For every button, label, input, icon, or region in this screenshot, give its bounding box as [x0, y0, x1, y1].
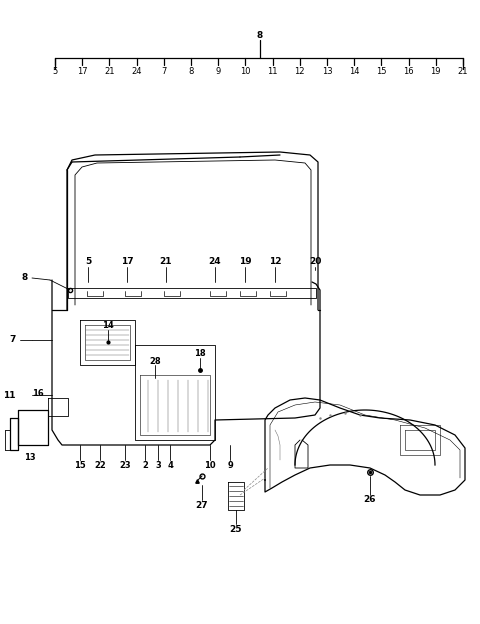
Text: 20: 20	[309, 258, 321, 266]
Text: 23: 23	[119, 462, 131, 470]
Text: 9: 9	[227, 462, 233, 470]
Text: 16: 16	[403, 67, 414, 77]
Text: 21: 21	[104, 67, 115, 77]
Text: 11: 11	[267, 67, 278, 77]
Text: 17: 17	[120, 258, 133, 266]
Text: 10: 10	[204, 462, 216, 470]
Text: 12: 12	[295, 67, 305, 77]
Text: 15: 15	[376, 67, 387, 77]
Text: 18: 18	[194, 349, 206, 359]
Text: 3: 3	[155, 462, 161, 470]
Text: 25: 25	[230, 525, 242, 535]
Text: 15: 15	[74, 462, 86, 470]
Text: 8: 8	[188, 67, 194, 77]
Text: 7: 7	[161, 67, 167, 77]
Text: 13: 13	[322, 67, 332, 77]
Text: 24: 24	[132, 67, 142, 77]
Text: 5: 5	[52, 67, 58, 77]
Text: 21: 21	[160, 258, 172, 266]
Text: 13: 13	[24, 454, 36, 462]
Text: 12: 12	[269, 258, 281, 266]
Text: 19: 19	[239, 258, 252, 266]
Text: 19: 19	[431, 67, 441, 77]
Text: 11: 11	[3, 391, 16, 399]
Text: 24: 24	[209, 258, 221, 266]
Text: 4: 4	[167, 462, 173, 470]
Text: 8: 8	[22, 273, 28, 281]
Text: 14: 14	[102, 321, 114, 331]
Text: 28: 28	[149, 356, 161, 366]
Text: 10: 10	[240, 67, 251, 77]
Text: 14: 14	[349, 67, 360, 77]
Text: 16: 16	[32, 389, 44, 397]
Text: 22: 22	[94, 462, 106, 470]
Text: 2: 2	[142, 462, 148, 470]
Text: 8: 8	[257, 31, 263, 39]
Text: 17: 17	[77, 67, 87, 77]
Text: 9: 9	[216, 67, 221, 77]
Text: 27: 27	[196, 500, 208, 510]
Text: 26: 26	[364, 495, 376, 504]
Text: 7: 7	[10, 336, 16, 344]
Text: 5: 5	[85, 258, 91, 266]
Text: 21: 21	[458, 67, 468, 77]
